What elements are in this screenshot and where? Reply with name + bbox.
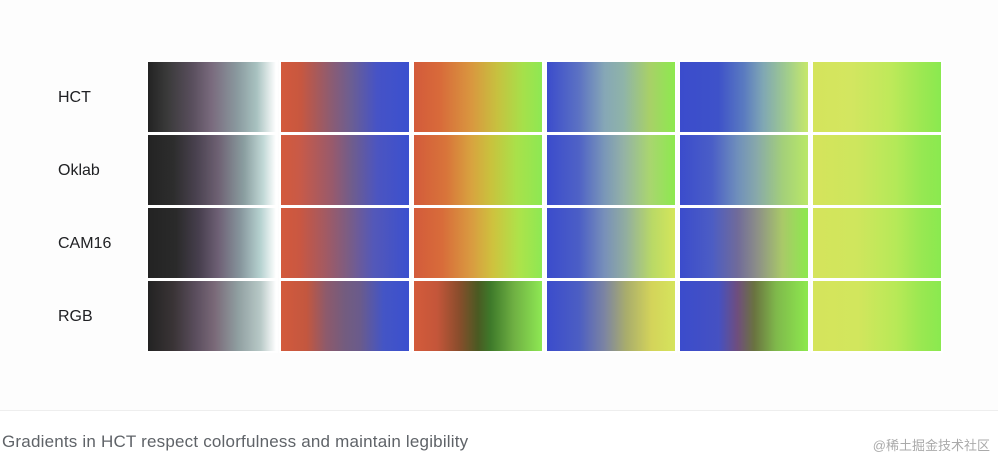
- gradient-swatch: [279, 206, 411, 280]
- gradient-swatch: [545, 279, 677, 353]
- watermark: @稀土掘金技术社区: [872, 438, 990, 453]
- gradient-swatch: [811, 133, 943, 207]
- gradient-swatch: [279, 133, 411, 207]
- gradient-swatch: [811, 60, 943, 134]
- row-label-rgb: RGB: [58, 308, 93, 325]
- gradient-grid: HCT Oklab CAM16 RGB: [58, 60, 943, 353]
- gradient-swatch: [146, 206, 278, 280]
- gradient-swatch: [412, 133, 544, 207]
- gradient-swatch: [146, 133, 278, 207]
- gradient-swatch: [811, 279, 943, 353]
- gradient-swatch: [545, 60, 677, 134]
- gradient-swatch: [412, 206, 544, 280]
- gradient-swatch: [279, 60, 411, 134]
- gradient-swatch: [545, 206, 677, 280]
- gradient-swatch: [412, 279, 544, 353]
- gradient-swatch: [412, 60, 544, 134]
- gradient-swatch: [146, 279, 278, 353]
- gradient-swatch: [678, 133, 810, 207]
- gradient-comparison-panel: HCT Oklab CAM16 RGB: [58, 60, 943, 353]
- row-label-hct: HCT: [58, 89, 91, 106]
- gradient-swatch: [678, 206, 810, 280]
- gradient-swatch: [279, 279, 411, 353]
- gradient-swatch: [146, 60, 278, 134]
- figure-caption: Gradients in HCT respect colorfulness an…: [2, 432, 469, 451]
- row-label-cam16: CAM16: [58, 235, 112, 252]
- gradient-swatch: [678, 279, 810, 353]
- row-label-oklab: Oklab: [58, 162, 100, 179]
- gradient-swatch: [811, 206, 943, 280]
- divider: [0, 410, 998, 411]
- gradient-swatch: [545, 133, 677, 207]
- gradient-swatch: [678, 60, 810, 134]
